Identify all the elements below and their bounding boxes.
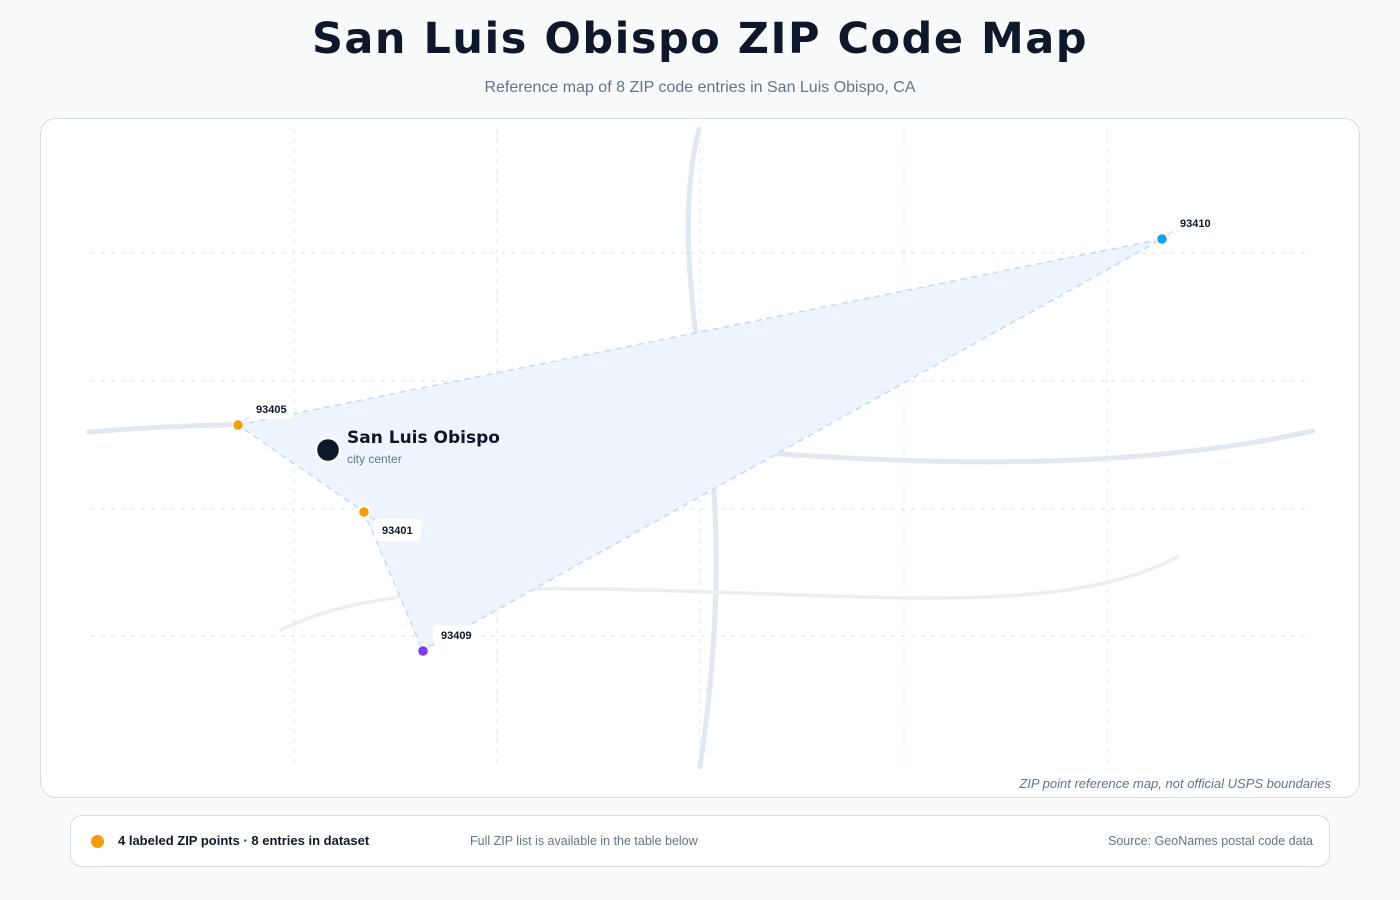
map-panel[interactable]: 93405 93401 93409 93410 San Luis Obispo … bbox=[40, 118, 1360, 798]
zip-dot[interactable] bbox=[357, 505, 371, 519]
zip-dot[interactable] bbox=[416, 644, 430, 658]
city-center-dot[interactable] bbox=[314, 436, 342, 464]
page-subtitle: Reference map of 8 ZIP code entries in S… bbox=[484, 79, 916, 96]
zip-label: 93409 bbox=[441, 630, 472, 642]
city-center-marker[interactable]: San Luis Obispo city center bbox=[314, 428, 500, 466]
zip-label: 93401 bbox=[382, 525, 413, 537]
zip-label: 93405 bbox=[256, 404, 287, 416]
page-title: San Luis Obispo ZIP Code Map bbox=[311, 14, 1089, 64]
legend-source: Source: GeoNames postal code data bbox=[1108, 834, 1313, 848]
legend-bar: 4 labeled ZIP points · 8 entries in data… bbox=[70, 815, 1330, 867]
road-southern bbox=[279, 555, 1179, 632]
zip-coverage-area bbox=[236, 238, 1163, 653]
city-caption: city center bbox=[347, 452, 402, 466]
zip-marker-93405[interactable]: 93405 bbox=[231, 399, 295, 432]
legend-dot-icon bbox=[91, 835, 104, 848]
zip-marker-93409[interactable]: 93409 bbox=[416, 625, 480, 658]
map-disclaimer: ZIP point reference map, not official US… bbox=[1019, 776, 1331, 791]
zip-dot[interactable] bbox=[231, 418, 245, 432]
zip-marker-93410[interactable]: 93410 bbox=[1155, 213, 1219, 246]
legend-note: Full ZIP list is available in the table … bbox=[470, 834, 698, 848]
city-name: San Luis Obispo bbox=[347, 428, 500, 448]
legend-count: 4 labeled ZIP points · 8 entries in data… bbox=[118, 833, 370, 848]
zip-dot[interactable] bbox=[1155, 232, 1169, 246]
zip-label: 93410 bbox=[1180, 218, 1211, 230]
zip-marker-93401[interactable]: 93401 bbox=[357, 505, 422, 542]
map-canvas[interactable]: 93405 93401 93409 93410 San Luis Obispo … bbox=[41, 119, 1359, 797]
